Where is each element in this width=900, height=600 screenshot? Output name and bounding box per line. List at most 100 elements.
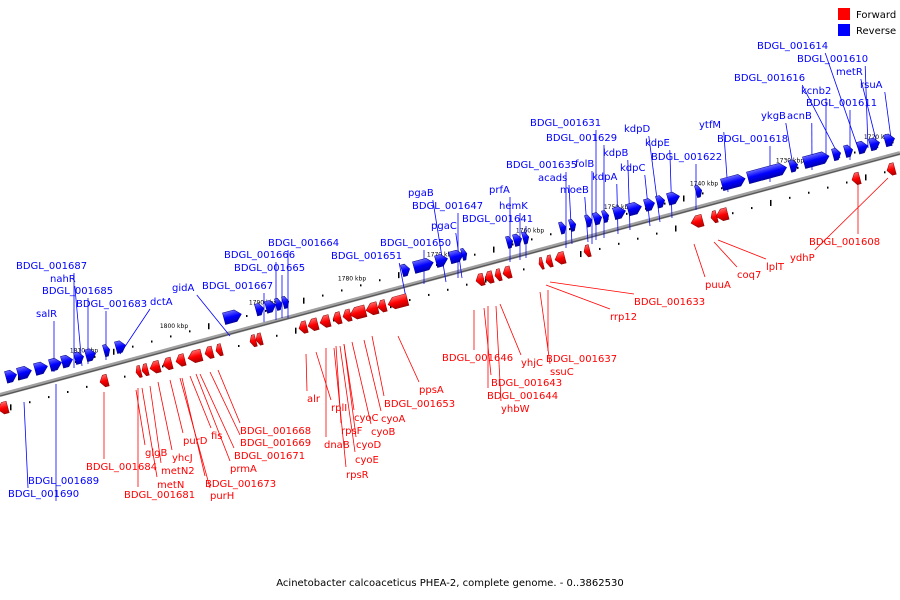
tick-mark	[189, 330, 191, 333]
forward-gene-arrow	[484, 270, 495, 284]
forward-gene-arrow	[545, 254, 554, 268]
tick-mark	[770, 199, 772, 206]
tick-mark	[48, 396, 50, 399]
reverse-gene-arrow	[512, 233, 523, 247]
label-leader-lines	[23, 52, 893, 501]
gene-label-bdgl-001610: BDGL_001610	[797, 54, 868, 65]
leader-line	[179, 377, 211, 489]
reverse-gene-arrow	[568, 218, 577, 232]
tick-mark	[67, 390, 69, 393]
gene-label-bdgl-001667: BDGL_001667	[202, 281, 273, 292]
gene-label-ppsa: ppsA	[419, 385, 444, 396]
reverse-gene-arrow	[102, 344, 111, 358]
gene-label-rpsr: rpsR	[346, 470, 369, 481]
reverse-gene-arrow	[460, 248, 468, 261]
leader-line	[141, 387, 158, 478]
leader-line	[305, 353, 308, 392]
gene-label-yhcj: yhcJ	[172, 453, 193, 464]
tick-mark	[428, 293, 430, 296]
gene-label-bdgl-001690: BDGL_001690	[8, 489, 79, 500]
gene-label-rsua: rsuA	[860, 80, 883, 91]
gene-label-bdgl-001641: BDGL_001641	[462, 214, 533, 225]
leader-line	[824, 52, 859, 149]
gene-label-kcnb2: kcnb2	[801, 86, 831, 97]
gene-label-bdgl-001646: BDGL_001646	[442, 353, 513, 364]
tick-mark	[151, 340, 153, 343]
gene-label-salr: salR	[36, 309, 57, 320]
gene-label-pgab: pgaB	[408, 188, 434, 199]
reverse-gene-arrow	[448, 249, 464, 265]
forward-gene-arrow	[307, 317, 320, 331]
gene-label-bdgl-001611: BDGL_001611	[806, 98, 877, 109]
leader-line	[351, 341, 372, 425]
tick-mark	[569, 228, 571, 231]
reverse-gene-arrow	[412, 257, 434, 274]
tick-mark	[466, 283, 468, 286]
gene-label-bdgl-001647: BDGL_001647	[412, 201, 483, 212]
tick-mark	[246, 315, 248, 318]
reverse-gene-arrow	[720, 174, 746, 191]
forward-gene-arrow	[690, 213, 705, 228]
forward-gene-arrow	[135, 365, 143, 378]
forward-gene-arrow	[554, 251, 567, 265]
gene-label-bdgl-001622: BDGL_001622	[651, 152, 722, 163]
leader-line	[539, 291, 551, 365]
tick-mark	[732, 212, 734, 215]
gene-label-moeb: moeB	[560, 185, 589, 196]
gene-label-cyoa: cyoA	[381, 414, 406, 425]
reverse-gene-arrow	[73, 351, 84, 365]
tick-mark	[884, 171, 886, 174]
ruler-label: 1800 kbp	[160, 323, 188, 330]
gene-arrows	[0, 133, 897, 415]
reverse-gene-arrow	[802, 151, 830, 169]
gene-label-kdpe: kdpE	[645, 138, 670, 149]
forward-gene-arrow	[298, 320, 309, 334]
gene-label-kdpa: kdpA	[592, 172, 617, 183]
forward-gene-arrow	[342, 308, 353, 322]
leader-line	[169, 379, 184, 434]
reverse-gene-arrow	[643, 198, 655, 212]
forward-gene-arrow	[332, 311, 343, 325]
leader-line	[135, 389, 146, 446]
gene-label-bdgl-001633: BDGL_001633	[634, 297, 705, 308]
gene-label-bdgl-001629: BDGL_001629	[546, 133, 617, 144]
tick-mark	[94, 355, 96, 358]
reverse-gene-arrow	[883, 133, 895, 148]
genome-backbone	[0, 151, 900, 397]
genome-caption: Acinetobacter calcoaceticus PHEA-2, comp…	[276, 578, 624, 589]
reverse-gene-arrow	[505, 235, 514, 249]
gene-label-dnab: dnaB	[324, 440, 350, 451]
gene-label-bdgl-001673: BDGL_001673	[205, 479, 276, 490]
leader-line	[568, 184, 573, 245]
forward-gene-arrow	[538, 256, 545, 270]
forward-gene-arrow	[255, 332, 264, 346]
tick-mark	[474, 253, 476, 256]
gene-label-folb: folB	[575, 159, 594, 170]
leader-line	[717, 239, 767, 260]
legend-forward: Forward	[838, 8, 896, 21]
tick-mark	[512, 243, 514, 246]
tick-mark	[322, 294, 324, 297]
ruler-label: 1780 kbp	[338, 275, 366, 282]
tick-mark	[124, 375, 126, 378]
gene-label-ytfm: ytfM	[699, 120, 721, 131]
gene-label-bdgl-001671: BDGL_001671	[234, 451, 305, 462]
gene-label-puua: puuA	[705, 280, 731, 291]
tick-mark	[86, 385, 88, 388]
leader-line	[209, 371, 241, 436]
gene-label-metn: metN	[157, 480, 184, 491]
tick-mark	[379, 279, 381, 282]
leader-line	[432, 199, 447, 283]
gene-label-alr: alr	[307, 394, 321, 405]
gene-label-bdgl-001669: BDGL_001669	[240, 438, 311, 449]
tick-mark	[265, 309, 267, 312]
forward-gene-arrow	[502, 265, 513, 279]
tick-mark	[789, 196, 791, 199]
leader-line	[398, 262, 407, 299]
leader-line	[74, 285, 83, 367]
gene-label-acads: acads	[538, 173, 567, 184]
leader-line	[217, 369, 241, 424]
leader-line	[860, 78, 879, 149]
leader-line	[495, 305, 502, 402]
tick-mark	[333, 319, 335, 322]
